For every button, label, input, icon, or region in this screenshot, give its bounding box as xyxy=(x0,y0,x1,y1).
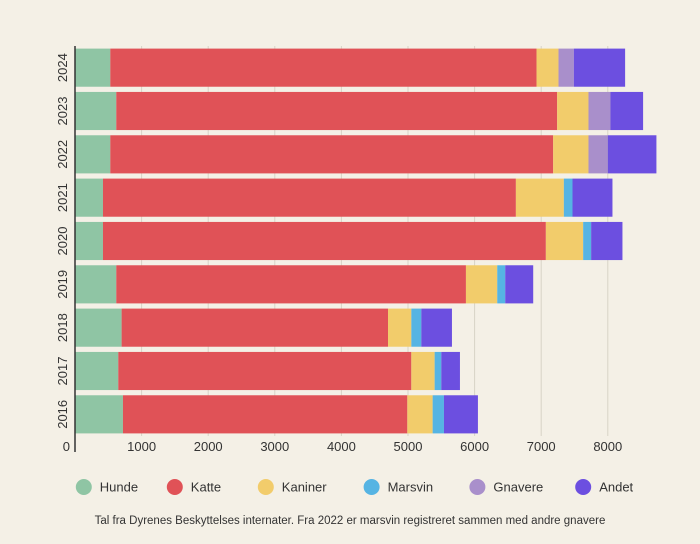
bar-2017-marsvin xyxy=(434,351,442,391)
legend-label-hunde: Hunde xyxy=(100,480,138,495)
bar-2024-katte xyxy=(110,48,537,87)
bar-2019-katte xyxy=(116,265,466,304)
bar-2020-andet xyxy=(591,221,623,261)
bar-2023-andet xyxy=(610,91,644,131)
y-tick-label-2021: 2021 xyxy=(55,183,70,212)
bar-2020-hunde xyxy=(75,221,103,261)
y-tick-label-2023: 2023 xyxy=(55,97,70,126)
bar-2021-hunde xyxy=(75,178,103,217)
bar-2024-gnavere xyxy=(558,48,574,87)
y-tick-label-2019: 2019 xyxy=(55,270,70,299)
bar-2023-kaniner xyxy=(557,91,589,131)
bar-2019-andet xyxy=(505,265,534,304)
bar-2018-marsvin xyxy=(411,308,422,347)
legend-swatch-katte xyxy=(166,479,183,495)
x-tick-label-4000: 4000 xyxy=(327,439,356,454)
x-tick-label-7000: 7000 xyxy=(527,439,556,454)
legend-swatch-hunde xyxy=(75,479,92,495)
bar-2016-katte xyxy=(122,395,408,434)
y-tick-label-2016: 2016 xyxy=(55,400,70,429)
bar-2020-kaniner xyxy=(545,221,584,261)
y-tick-label-2018: 2018 xyxy=(55,313,70,342)
y-tick-label-2022: 2022 xyxy=(55,140,70,169)
x-tick-label-8000: 8000 xyxy=(593,439,622,454)
bar-2022-hunde xyxy=(75,135,111,174)
bar-2022-gnavere xyxy=(588,135,608,174)
bar-2022-kaniner xyxy=(553,135,589,174)
bar-2021-kaniner xyxy=(515,178,564,217)
bar-2023-katte xyxy=(116,91,558,131)
legend-label-katte: Katte xyxy=(191,480,221,495)
bar-2016-kaniner xyxy=(407,395,433,434)
bar-2022-andet xyxy=(607,135,657,174)
legend-swatch-gnavere xyxy=(469,479,486,495)
bar-2022-katte xyxy=(110,135,554,174)
bar-2018-katte xyxy=(121,308,389,347)
bar-2021-marsvin xyxy=(563,178,573,217)
legend-swatch-marsvin xyxy=(363,479,380,495)
bar-2016-hunde xyxy=(75,395,123,434)
legend-label-kaniner: Kaniner xyxy=(282,480,327,495)
bar-2017-hunde xyxy=(75,351,119,391)
bar-2018-kaniner xyxy=(388,308,412,347)
bar-2021-andet xyxy=(572,178,613,217)
y-tick-label-2017: 2017 xyxy=(55,357,70,386)
x-tick-label-6000: 6000 xyxy=(460,439,489,454)
bar-2019-kaniner xyxy=(465,265,498,304)
x-tick-label-3000: 3000 xyxy=(260,439,289,454)
legend: Hunde Katte Kaniner Marsvin Gnavere Andet xyxy=(75,479,634,495)
x-tick-label-0: 0 xyxy=(63,439,70,454)
bar-2020-marsvin xyxy=(583,221,592,261)
bars: 2024 2023 2022 2021 2020 2019 2018 2017 2016 xyxy=(55,48,657,434)
bar-2018-hunde xyxy=(75,308,122,347)
legend-label-marsvin: Marsvin xyxy=(388,480,434,495)
bar-2024-andet xyxy=(573,48,626,87)
bar-2023-gnavere xyxy=(588,91,611,131)
chart-caption: Tal fra Dyrenes Beskyttelses internater.… xyxy=(95,515,606,527)
bar-2017-andet xyxy=(441,351,460,391)
bar-2024-hunde xyxy=(75,48,111,87)
bar-2017-katte xyxy=(118,351,412,391)
legend-swatch-andet xyxy=(575,479,592,495)
legend-label-gnavere: Gnavere xyxy=(493,480,543,495)
bar-2018-andet xyxy=(421,308,452,347)
bar-2017-kaniner xyxy=(411,351,435,391)
y-tick-label-2020: 2020 xyxy=(55,227,70,256)
bar-2021-katte xyxy=(102,178,516,217)
bar-2019-hunde xyxy=(75,265,117,304)
y-tick-label-2024: 2024 xyxy=(55,53,70,82)
bar-2019-marsvin xyxy=(497,265,506,304)
bar-2016-marsvin xyxy=(432,395,444,434)
bar-2023-hunde xyxy=(75,91,117,131)
bar-2020-katte xyxy=(102,221,546,261)
legend-label-andet: Andet xyxy=(599,480,633,495)
x-tick-label-5000: 5000 xyxy=(394,439,423,454)
legend-swatch-kaniner xyxy=(257,479,274,495)
bar-2016-andet xyxy=(443,395,478,434)
x-ticks: 0 1000 2000 3000 4000 5000 6000 7000 8000 xyxy=(63,439,622,454)
x-tick-label-2000: 2000 xyxy=(194,439,223,454)
x-tick-label-1000: 1000 xyxy=(127,439,156,454)
bar-2024-kaniner xyxy=(536,48,559,87)
